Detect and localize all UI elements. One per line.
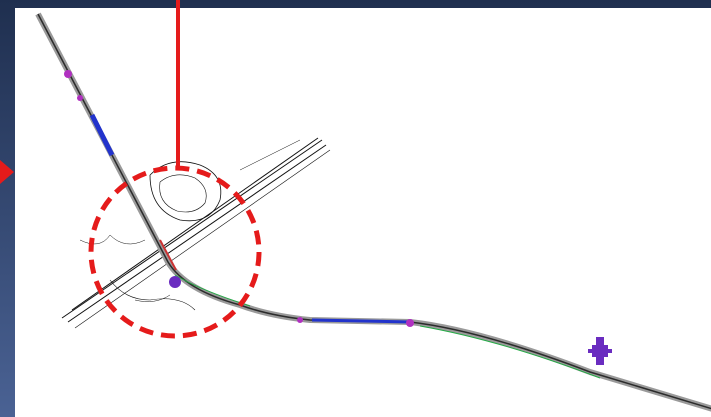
nodes [64,70,612,365]
arrow-marker [0,160,14,184]
cross-highway [61,137,331,329]
highlight-circle [88,165,262,339]
